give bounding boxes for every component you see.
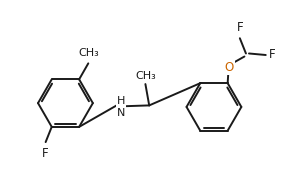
- Text: CH₃: CH₃: [135, 71, 156, 81]
- Text: O: O: [224, 61, 234, 74]
- Text: H
N: H N: [117, 96, 125, 118]
- Text: CH₃: CH₃: [79, 48, 99, 58]
- Text: F: F: [236, 21, 243, 34]
- Text: F: F: [42, 147, 49, 160]
- Text: F: F: [269, 49, 276, 62]
